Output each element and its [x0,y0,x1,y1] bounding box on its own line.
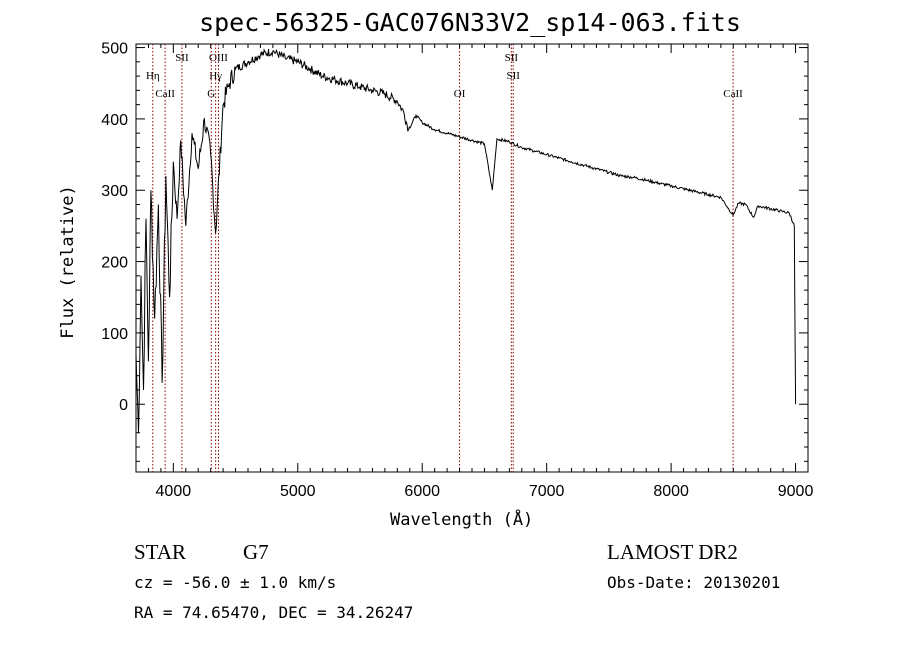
marker-label-6: OI [454,88,466,100]
y-axis: 0 100 200 300 400 500 [101,41,808,462]
marker-label-5: G [207,88,215,100]
x-tick-label: 4000 [156,483,192,500]
y-tick-label: 100 [101,326,128,343]
marker-label-3: OIII [209,52,228,64]
spectrum-line [135,48,797,433]
y-tick-label: 300 [101,183,128,200]
redshift-readout: cz = -56.0 ± 1.0 km/s [134,573,337,592]
x-tick-label: 5000 [280,483,316,500]
x-tick-label: 8000 [653,483,689,500]
marker-label-0: CaII [155,88,175,100]
line-markers: CaII Hη SII OIII Hγ G OI SII SII CaII [146,44,743,472]
chart-title: spec-56325-GAC076N33V2_sp14-063.fits [199,8,741,37]
marker-label-4: Hγ [209,70,222,82]
plot-frame [135,43,809,473]
x-axis: 4000 5000 6000 7000 8000 9000 [147,44,814,500]
object-type: STAR [134,540,186,564]
y-tick-label: 0 [119,397,128,414]
observation-date: Obs-Date: 20130201 [607,573,781,592]
y-axis-label: Flux (relative) [58,185,78,339]
marker-label-2: SII [175,52,189,64]
x-tick-label: 9000 [778,483,814,500]
y-tick-label: 500 [101,41,128,58]
x-tick-label: 6000 [404,483,440,500]
x-tick-label: 7000 [529,483,565,500]
marker-label-8: SII [506,70,520,82]
marker-label-9: CaII [723,88,743,100]
x-axis-label: Wavelength (Å) [390,510,534,530]
coordinates-readout: RA = 74.65470, DEC = 34.26247 [134,603,414,622]
object-class: G7 [243,540,269,564]
marker-label-7: SII [505,52,519,64]
y-tick-label: 200 [101,255,128,272]
y-tick-label: 400 [101,112,128,129]
survey-name: LAMOST DR2 [607,540,738,564]
marker-label-1: Hη [146,70,160,82]
series-layer [135,48,797,433]
